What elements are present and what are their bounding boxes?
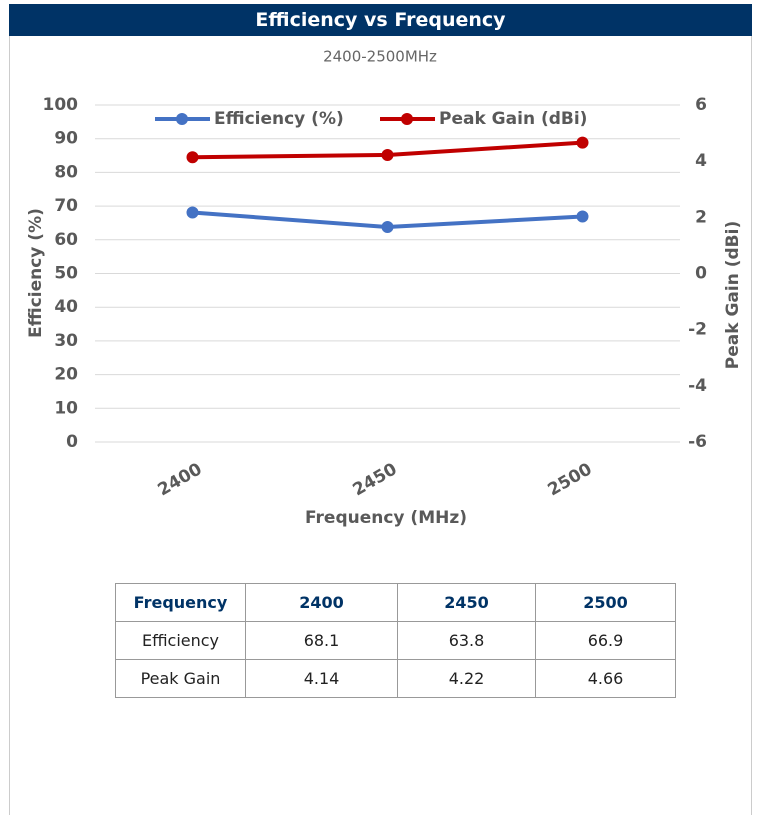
y-tick-label: 100	[43, 95, 79, 115]
cell: Efficiency	[115, 621, 246, 660]
y2-tick-label: 4	[695, 151, 707, 171]
data-table: Frequency 2400 2450 2500 Efficiency 68.1…	[115, 583, 676, 698]
y-tick-label: 10	[54, 398, 78, 418]
cell: 68.1	[245, 621, 398, 660]
y-tick-label: 20	[54, 365, 78, 385]
y2-tick-label: 6	[695, 95, 707, 115]
y-tick-label: 30	[54, 331, 78, 351]
legend-bg	[153, 108, 363, 130]
chart: 2400-2500MHz Frequency (MHz) Efficiency …	[26, 48, 743, 529]
y-tick-label: 50	[54, 264, 78, 284]
x-tick-label: 2500	[545, 459, 596, 500]
legend-bg	[378, 108, 606, 130]
cell: 66.9	[535, 621, 676, 660]
y-tick-label: 60	[54, 230, 78, 250]
point	[381, 220, 394, 233]
legend-marker	[176, 113, 188, 125]
y2-tick-label: 0	[695, 264, 707, 284]
chart-title: Efficiency vs Frequency	[9, 4, 752, 36]
point	[186, 151, 199, 164]
legend-label: Efficiency (%)	[214, 109, 344, 129]
y-tick-label: 90	[54, 129, 78, 149]
cell: Peak Gain	[115, 659, 246, 698]
point	[186, 206, 199, 219]
point	[576, 136, 589, 149]
x-tick-label: 2400	[155, 459, 206, 500]
y-tick-label: 80	[54, 162, 78, 182]
y2-tick-label: -6	[688, 432, 707, 452]
x-tick-label: 2450	[350, 459, 401, 500]
legend-marker	[401, 113, 413, 125]
point	[381, 148, 394, 161]
y-tick-label: 70	[54, 196, 78, 216]
header-cell: 2500	[535, 583, 676, 622]
header-cell: 2400	[245, 583, 398, 622]
y-tick-label: 0	[66, 432, 78, 452]
y2-tick-label: 2	[695, 207, 707, 227]
y-tick-label: 40	[54, 297, 78, 317]
cell: 63.8	[397, 621, 536, 660]
cell: 4.66	[535, 659, 676, 698]
legend-label: Peak Gain (dBi)	[439, 109, 587, 129]
y-axis-label: Efficiency (%)	[26, 208, 46, 338]
point	[576, 210, 589, 223]
subtitle: 2400-2500MHz	[323, 48, 437, 66]
x-axis-label: Frequency (MHz)	[305, 508, 467, 528]
cell: 4.14	[245, 659, 398, 698]
header-cell: Frequency	[115, 583, 246, 622]
y2-tick-label: -4	[688, 376, 707, 396]
cell: 4.22	[397, 659, 536, 698]
header-cell: 2450	[397, 583, 536, 622]
y2-tick-label: -2	[688, 320, 707, 340]
y2-axis-label: Peak Gain (dBi)	[723, 221, 743, 369]
